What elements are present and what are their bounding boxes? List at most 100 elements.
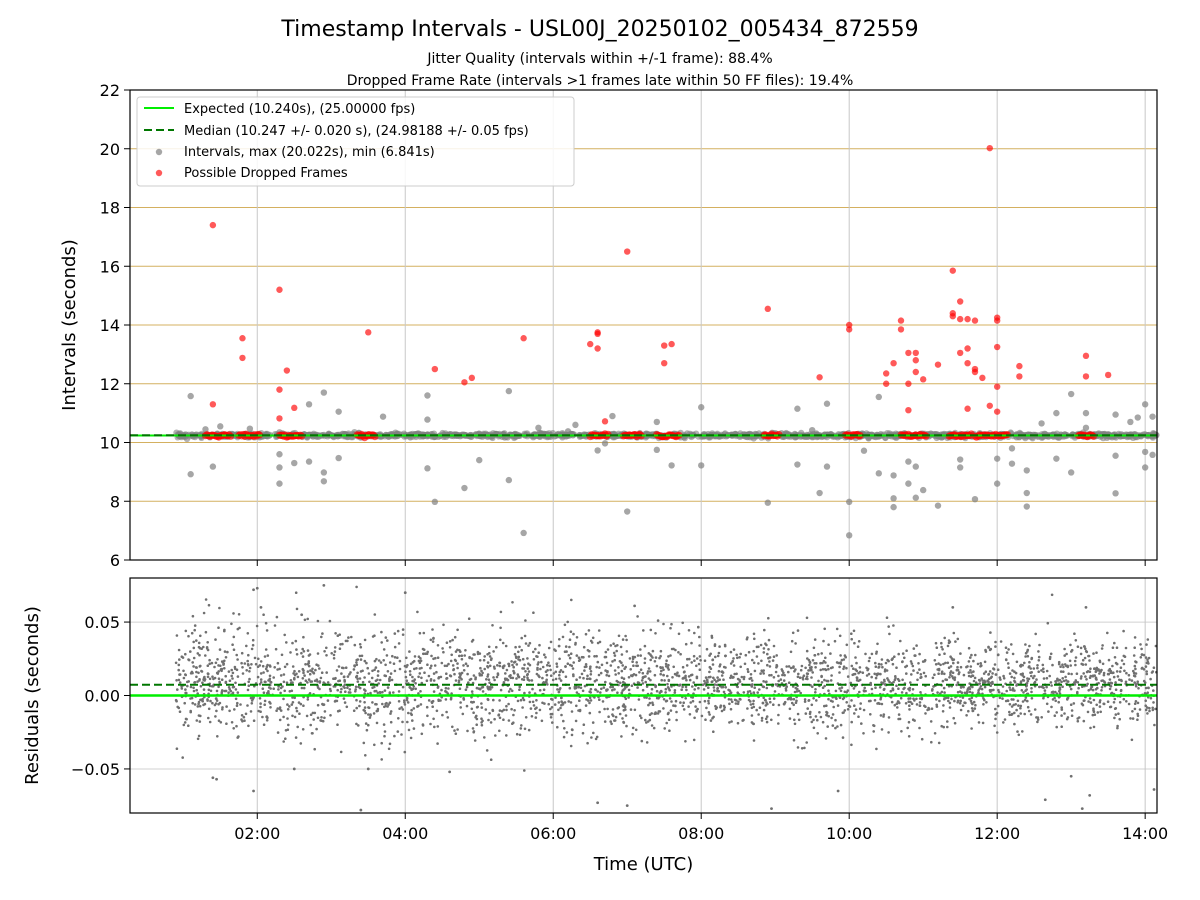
interval-point [823, 400, 831, 407]
residual-point [1042, 686, 1045, 690]
residual-point [323, 650, 326, 653]
residual-point [973, 707, 977, 710]
residual-point [515, 663, 519, 666]
residual-point [634, 673, 638, 677]
residual-point [1013, 722, 1016, 726]
residual-point [584, 704, 588, 707]
residual-point [296, 675, 300, 679]
residual-point [204, 630, 208, 634]
residual-point [621, 638, 625, 641]
interval-point [305, 458, 313, 465]
residual-point [209, 689, 213, 693]
residual-point [660, 678, 663, 682]
residual-point [1152, 689, 1155, 692]
residual-point [668, 729, 671, 732]
residual-point [493, 667, 496, 670]
residual-point [601, 700, 605, 703]
residual-point [194, 666, 198, 669]
residual-point [1035, 716, 1038, 719]
residual-point [942, 686, 946, 690]
residual-point [807, 699, 810, 702]
residual-point [235, 724, 238, 728]
residual-point [190, 631, 194, 635]
residual-point [908, 689, 911, 692]
residual-point [635, 661, 638, 664]
residual-point [541, 665, 545, 669]
residual-point [789, 650, 793, 654]
residual-point [197, 702, 200, 706]
residual-point [959, 699, 962, 703]
residual-point [627, 676, 631, 679]
residual-point [800, 747, 804, 750]
dropped-frame-point [1016, 373, 1023, 380]
residual-point [388, 742, 392, 746]
residual-point [435, 670, 438, 674]
residual-point [323, 710, 327, 713]
residual-point [994, 640, 997, 644]
residual-point [1088, 676, 1092, 679]
residual-point [638, 671, 641, 674]
residual-point [1147, 686, 1150, 690]
residual-point [180, 687, 184, 690]
residual-point [263, 655, 267, 658]
residual-point [707, 699, 710, 703]
residual-point [739, 665, 742, 669]
residual-point [264, 667, 268, 671]
residual-point [643, 661, 647, 665]
residual-point [772, 655, 776, 658]
residual-point [549, 668, 552, 672]
residual-point [216, 658, 219, 661]
residual-point [952, 716, 955, 720]
residual-point [409, 673, 412, 676]
residual-point [256, 665, 260, 668]
interval-point [276, 464, 283, 471]
residual-point [328, 619, 332, 623]
residual-point [505, 704, 508, 708]
residual-point [764, 642, 767, 645]
residual-point [453, 658, 457, 662]
residual-point [967, 709, 970, 713]
residual-point [1063, 663, 1067, 666]
residual-point [1077, 716, 1081, 719]
residual-point [545, 673, 549, 677]
residual-point [604, 650, 608, 654]
residual-point [971, 685, 974, 689]
residual-point [217, 719, 221, 722]
residual-point [959, 665, 963, 669]
residual-point [1074, 639, 1078, 642]
residual-point [942, 704, 945, 707]
dropped-frame-point [816, 374, 823, 381]
residual-point [512, 721, 515, 724]
residual-point [527, 670, 531, 673]
residual-point [278, 706, 282, 709]
residual-point [468, 655, 471, 659]
residual-point [1063, 712, 1066, 715]
residual-point [301, 655, 305, 658]
residual-point [472, 674, 476, 677]
residual-point [458, 654, 461, 658]
residual-point [667, 687, 671, 690]
residual-point [969, 669, 972, 672]
residual-point [1051, 690, 1055, 694]
interval-point [890, 472, 897, 479]
residual-point [816, 718, 819, 722]
residual-point [445, 672, 448, 675]
residual-point [984, 680, 987, 684]
residual-point [731, 659, 735, 663]
residual-point [606, 688, 609, 691]
residual-point [693, 688, 696, 691]
residual-point [405, 665, 408, 669]
residual-point [718, 665, 721, 668]
residual-point [746, 670, 750, 673]
residual-point [192, 686, 195, 690]
residual-point [472, 730, 476, 734]
residual-point [262, 723, 266, 726]
interval-point [653, 418, 661, 426]
residual-point [597, 629, 601, 632]
residual-point [510, 689, 514, 693]
residual-point [200, 669, 203, 673]
residual-point [1067, 672, 1070, 675]
residual-point [1032, 667, 1036, 670]
residual-point [1089, 667, 1092, 670]
residual-point [212, 677, 215, 681]
